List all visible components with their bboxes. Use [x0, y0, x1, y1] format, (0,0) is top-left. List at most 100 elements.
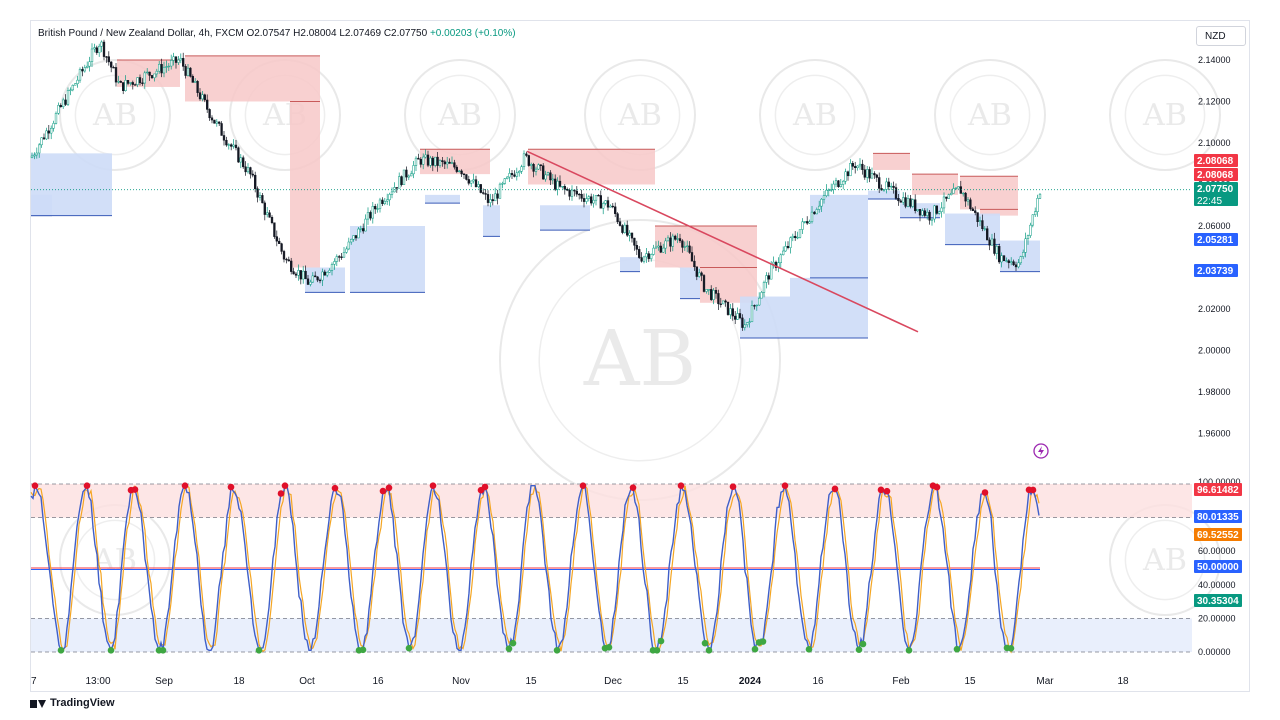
candle-body — [326, 271, 329, 276]
candle-body — [256, 188, 259, 198]
candle-body — [657, 245, 660, 248]
candle-body — [162, 66, 166, 74]
time-axis[interactable]: 7 13:00 Sep 18 Oct 16 Nov 15 Dec 15 2024 16 Feb 15 Mar… — [31, 676, 1129, 687]
candle-body — [434, 156, 437, 166]
candle-body — [537, 164, 540, 170]
candle-body — [138, 77, 142, 84]
overbought-marker — [277, 490, 285, 497]
candle-body — [760, 292, 763, 299]
candle-body — [417, 157, 420, 160]
candle-body — [741, 317, 744, 328]
candle-body — [321, 271, 324, 281]
candle-body — [681, 240, 684, 248]
candle-body — [270, 216, 274, 224]
demand-zone — [31, 194, 52, 216]
candle-body — [731, 308, 734, 317]
candle-body — [580, 193, 583, 199]
candle-body — [290, 260, 293, 272]
overbought-marker — [481, 483, 489, 491]
candle-body — [666, 237, 670, 242]
candle-body — [1017, 262, 1020, 268]
watermark-logo: AB — [92, 543, 137, 578]
candle-body — [885, 181, 888, 190]
candle-body — [813, 211, 816, 215]
supply-zone — [290, 101, 320, 268]
tradingview-icon — [30, 698, 46, 708]
candle-body — [426, 154, 430, 166]
candle-body — [239, 157, 242, 163]
candle-body — [729, 308, 732, 315]
candle-body — [347, 241, 350, 250]
symbol-legend: British Pound / New Zealand Dollar, 4h, … — [36, 28, 518, 39]
candle-body — [846, 171, 850, 177]
candle-body — [126, 80, 130, 84]
oscillator-axis[interactable]: 20.00000 40.00000 60.00000 0.00000 — [1198, 546, 1236, 657]
candle-body — [474, 179, 478, 187]
candle-body — [494, 193, 497, 202]
osc-tick-label: 60.00000 — [1198, 546, 1236, 556]
candle-body — [887, 181, 890, 187]
candle-body — [789, 237, 792, 248]
trendline-layer[interactable] — [526, 150, 919, 333]
candle-body — [268, 212, 271, 218]
candle-body — [278, 240, 281, 244]
candle-body — [102, 41, 106, 57]
oversold-marker — [751, 645, 759, 653]
candle-body — [822, 195, 826, 200]
time-tick-label: Dec — [604, 676, 622, 687]
tradingview-logo[interactable]: TradingView — [30, 697, 115, 709]
ohlc-open: O2.07547 — [246, 28, 291, 39]
candle-body — [964, 192, 967, 202]
candle-body — [220, 123, 223, 136]
oversold-marker — [759, 638, 767, 645]
candle-body — [510, 173, 514, 176]
candle-body — [794, 235, 797, 239]
candle-body — [93, 47, 96, 50]
candle-body — [1007, 260, 1010, 263]
candle-body — [441, 160, 444, 162]
candle-body — [844, 171, 847, 182]
demand-zone — [790, 277, 868, 339]
candle-body — [654, 246, 658, 249]
candle-body — [167, 65, 170, 68]
candle-body — [825, 189, 828, 196]
candle-body — [357, 228, 360, 239]
candle-body — [969, 199, 972, 210]
candle-body — [734, 315, 737, 320]
candle-body — [858, 163, 862, 167]
watermark-logo: AB — [583, 315, 696, 404]
candle-body — [810, 211, 814, 223]
candle-body — [407, 175, 410, 178]
chart-frame[interactable] — [30, 20, 1250, 692]
candle-body — [455, 166, 458, 172]
candle-body — [686, 245, 689, 247]
candle-body — [678, 238, 682, 242]
candle-body — [186, 67, 190, 76]
candle-body — [414, 157, 418, 166]
candle-body — [633, 237, 636, 246]
candle-body — [232, 144, 235, 147]
currency-selector[interactable]: NZD — [1196, 26, 1246, 46]
candle-body — [693, 260, 696, 268]
candle-body — [710, 289, 713, 300]
price-axis[interactable]: 2.140002.120002.100002.080002.060002.040… — [1198, 55, 1231, 439]
candle-body — [318, 279, 322, 282]
oversold-marker — [255, 647, 263, 654]
candle-body — [578, 193, 581, 196]
candle-body — [179, 58, 182, 61]
candle-body — [726, 301, 730, 315]
candle-body — [210, 117, 214, 121]
flash-icon[interactable] — [1033, 443, 1049, 459]
demand-zone — [540, 205, 590, 231]
price-tag-label: 2.07750 — [1197, 184, 1234, 195]
candle-body — [165, 66, 168, 68]
price-tag-blue — [1194, 233, 1238, 246]
candle-body — [489, 199, 492, 203]
candle-body — [561, 186, 564, 188]
candle-body — [335, 256, 338, 262]
candle-body — [765, 275, 768, 283]
candle-body — [1002, 255, 1006, 262]
candle-body — [645, 253, 648, 258]
candle-body — [650, 254, 653, 259]
